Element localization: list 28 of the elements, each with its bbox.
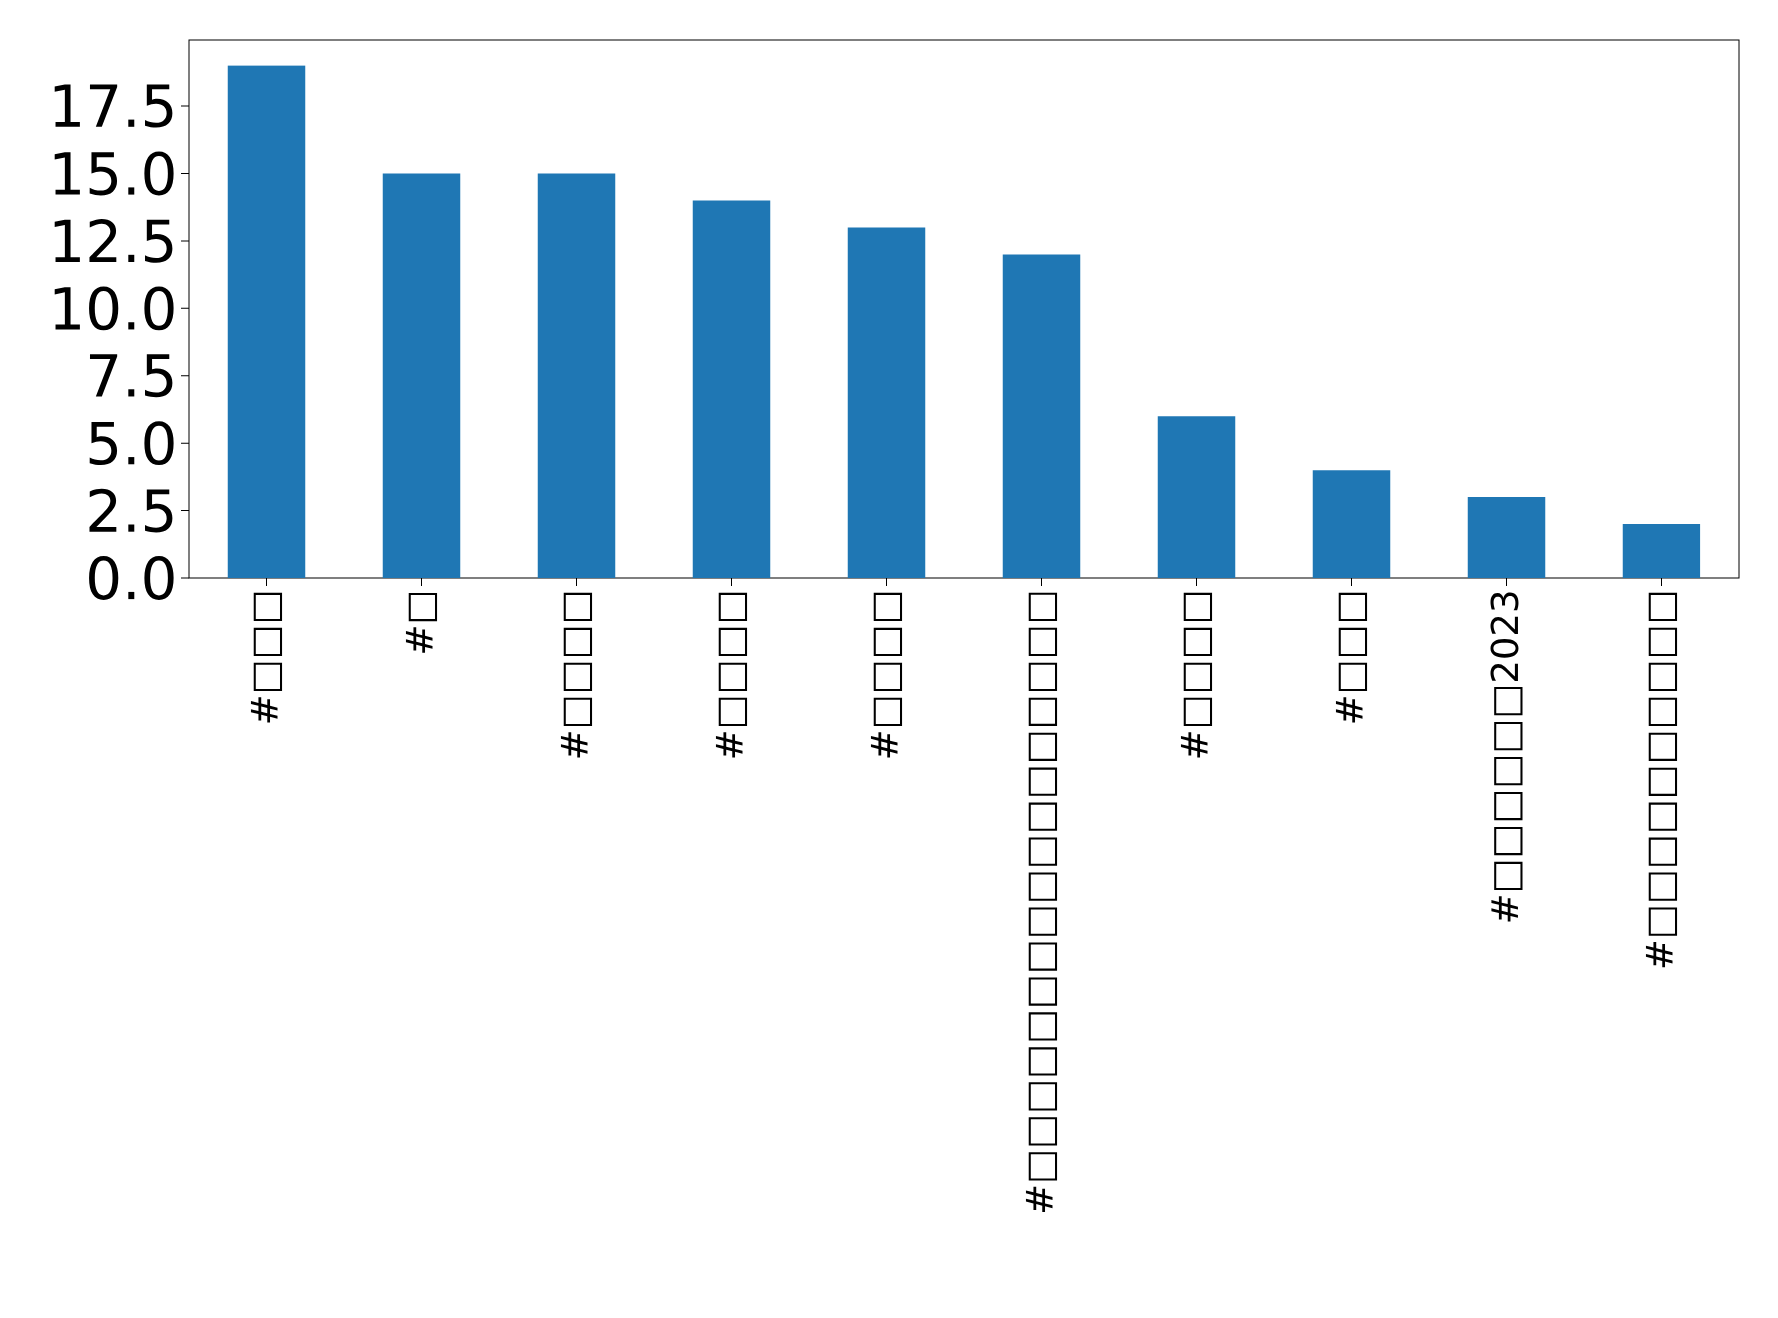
x-tick-label: #□□□ (1335, 592, 1368, 723)
x-tick-label: #□ (405, 592, 438, 653)
y-tick-label: 0.0 (89, 556, 174, 600)
x-tick-label: #□□□□ (560, 592, 593, 758)
y-tick-label: 17.5 (54, 84, 173, 128)
x-tick-label: #□□□□□□2023 (1490, 592, 1523, 922)
x-tick-label: #□□□□ (715, 592, 748, 758)
bar (1157, 416, 1236, 578)
bar (382, 173, 461, 578)
y-tick-label: 2.5 (89, 488, 173, 533)
bar (227, 65, 306, 578)
x-tick-label: #□□□□□□□□□□ (1645, 592, 1678, 968)
y-tick-label: 15.0 (54, 151, 174, 196)
y-tick-label: 7.5 (89, 354, 173, 398)
x-tick-label: #□□□□ (870, 592, 903, 758)
bar (847, 227, 926, 578)
bar (1312, 470, 1391, 578)
bar (692, 200, 771, 578)
y-tick-label: 5.0 (89, 421, 174, 466)
bar (1002, 254, 1081, 578)
bar (537, 173, 616, 578)
y-tick-label: 10.0 (54, 286, 174, 331)
x-tick-label: #□□□ (250, 592, 283, 723)
x-tick-label: #□□□□□□□□□□□□□□□□□ (1025, 592, 1058, 1212)
x-tick-label: #□□□□ (1180, 592, 1213, 758)
bar (1622, 524, 1701, 578)
y-tick-label: 12.5 (54, 218, 173, 263)
bar (1467, 497, 1546, 578)
